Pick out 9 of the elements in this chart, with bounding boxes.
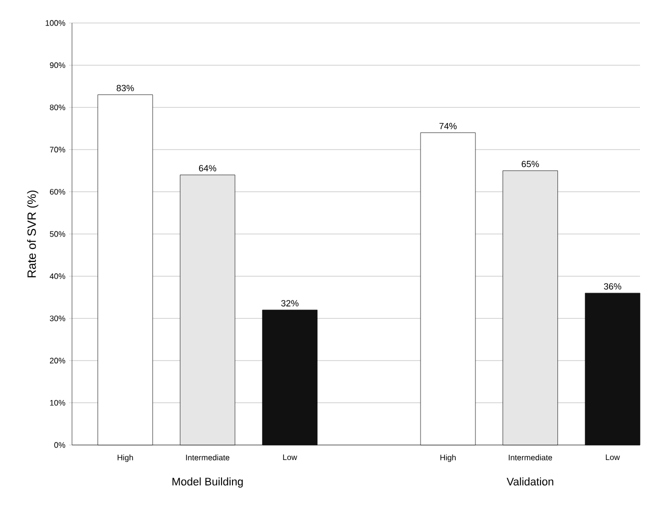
data-label: 83% — [116, 84, 134, 92]
data-label: 65% — [522, 160, 539, 168]
x-tick-label: Validation — [506, 477, 554, 486]
data-label: 32% — [281, 300, 298, 306]
data-label: 64% — [199, 165, 216, 172]
y-axis-title: Rate of SVR (%) — [27, 190, 38, 278]
x-tick-label: Model Building — [172, 477, 243, 488]
data-label: 74% — [439, 122, 457, 130]
data-label: 36% — [604, 283, 622, 290]
